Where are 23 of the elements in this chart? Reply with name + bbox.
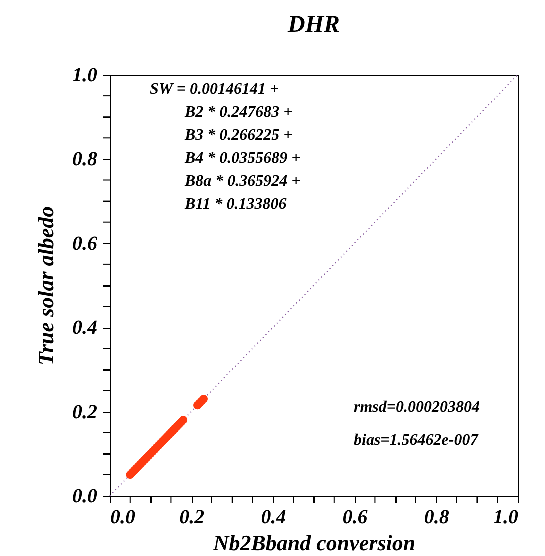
chart-title: DHR	[286, 12, 340, 38]
y-tick-label: 0.8	[72, 148, 98, 171]
annotation: B11 * 0.133806	[184, 196, 287, 213]
y-tick-label: 0.6	[72, 232, 98, 255]
x-tick-label: 0.2	[180, 506, 205, 528]
y-tick-label: 0.2	[72, 401, 98, 424]
annotation: B3 * 0.266225 +	[184, 127, 293, 144]
annotation: B8a * 0.365924 +	[184, 173, 301, 190]
annotation: rmsd=0.000203804	[354, 399, 480, 416]
x-tick-label: 0.0	[110, 506, 136, 528]
x-tick-label: 0.8	[424, 506, 450, 528]
annotation: B4 * 0.0355689 +	[184, 150, 301, 167]
x-tick-label: 0.4	[261, 506, 286, 528]
y-axis-title: True solar albedo	[34, 206, 58, 366]
x-tick-label: 1.0	[494, 506, 518, 528]
y-tick-label: 0.4	[72, 317, 98, 340]
annotation: bias=1.56462e-007	[354, 432, 480, 449]
y-tick-label: 1.0	[72, 64, 98, 86]
annotation: SW = 0.00146141 +	[150, 81, 280, 98]
x-axis-title: Nb2Bband conversion	[212, 530, 416, 556]
annotation: B2 * 0.247683 +	[184, 104, 293, 121]
x-tick-label: 0.6	[342, 506, 368, 528]
y-tick-label: 0.0	[72, 486, 98, 508]
